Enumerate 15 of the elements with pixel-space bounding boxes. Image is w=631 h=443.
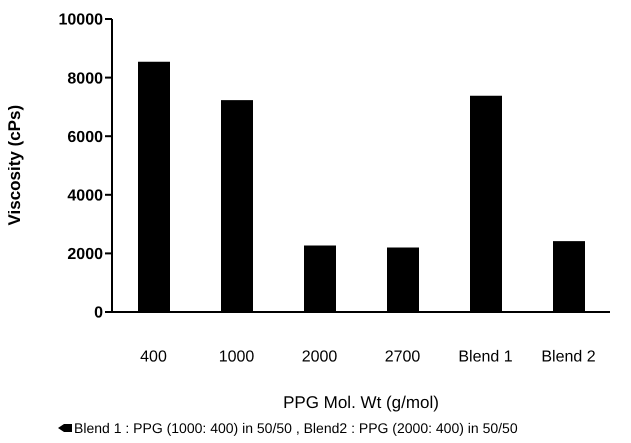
x-tick-label: Blend 1 (458, 348, 513, 366)
x-tick-label: 400 (140, 348, 167, 366)
x-tick-label: 2000 (302, 348, 338, 366)
x-tick-label: 2700 (384, 348, 420, 366)
y-tick-label: 2000 (67, 246, 104, 264)
y-tick-label: 0 (94, 304, 104, 322)
y-tick-label: 8000 (67, 70, 104, 88)
y-tick-label: 6000 (67, 128, 104, 146)
y-axis-title: Viscosity (cPs) (5, 104, 24, 226)
y-tick-label: 10000 (58, 12, 104, 29)
x-axis-title: PPG Mol. Wt (g/mol) (283, 393, 439, 412)
y-tick-label: 4000 (67, 187, 104, 204)
x-tick-label: 1000 (218, 348, 254, 366)
text: Blend 1 : PPG (1000: 400) in 50/50 , Blend2 : PPG (2000: 400) in 50/50 (74, 420, 518, 436)
x-tick-label: Blend 2 (541, 348, 596, 366)
